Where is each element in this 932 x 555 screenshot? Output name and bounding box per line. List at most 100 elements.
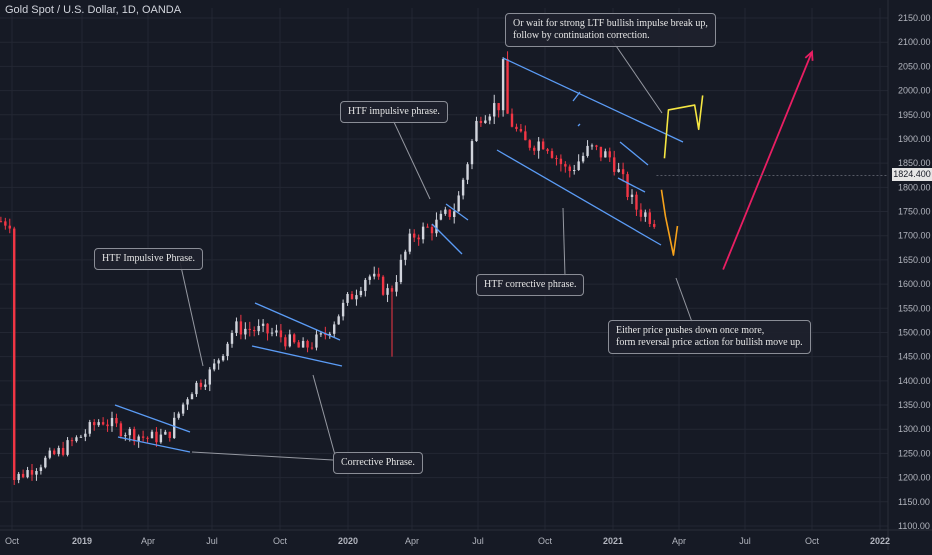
candle-body [199, 382, 203, 387]
last-price-tag: 1824.400 [892, 168, 932, 181]
y-tick-label: 1450.00 [898, 352, 931, 362]
annotation-text-line1: Or wait for strong LTF bullish impulse b… [513, 18, 708, 29]
candle-body [13, 228, 16, 480]
candle-body [208, 369, 211, 385]
annotation-corrective[interactable]: Corrective Phrase. [333, 452, 423, 474]
candle-body [488, 116, 491, 121]
candle-body [413, 233, 416, 238]
annotation-pointers [179, 39, 693, 461]
annotation-htf-corrective[interactable]: HTF corrective phrase. [476, 274, 585, 296]
candle-body [599, 146, 603, 158]
candle-body [106, 424, 109, 427]
candle-body [430, 227, 434, 234]
candle-body [266, 323, 269, 334]
trendline[interactable] [431, 223, 463, 255]
candle-body [315, 334, 318, 348]
y-tick-label: 1300.00 [898, 424, 931, 434]
trendline[interactable] [577, 123, 581, 127]
y-tick-label: 1900.00 [898, 134, 931, 144]
trendline[interactable] [114, 404, 191, 433]
trendline[interactable] [496, 149, 662, 246]
trendline[interactable] [502, 57, 684, 143]
candle-body [17, 473, 20, 480]
candle-body [301, 340, 305, 348]
y-tick-label: 1850.00 [898, 158, 931, 168]
annotation-pointer [675, 277, 693, 323]
candle-body [88, 422, 91, 434]
candle-body [466, 164, 469, 180]
annotation-text: Corrective Phrase. [341, 457, 415, 468]
annotation-text: HTF Impulsive Phrase. [102, 253, 196, 264]
candle-body [639, 209, 643, 217]
x-tick-label: Jul [206, 536, 218, 546]
candle-body [310, 347, 314, 349]
trendline[interactable] [445, 203, 469, 221]
candle-body [390, 288, 394, 292]
y-tick-label: 1600.00 [898, 279, 931, 289]
candle-body [253, 329, 256, 332]
trendline[interactable] [572, 91, 581, 102]
y-tick-label: 2050.00 [898, 61, 931, 71]
candle-body [137, 436, 140, 442]
candle-body [546, 149, 549, 152]
annotation-text: HTF corrective phrase. [484, 279, 577, 290]
y-tick-label: 1100.00 [898, 521, 930, 531]
annotation-pointer [562, 207, 566, 277]
candle-body [426, 226, 429, 228]
candle-body [159, 434, 163, 443]
candle-body [373, 273, 376, 277]
candle-body [26, 470, 29, 478]
candle-body [177, 413, 180, 418]
candle-body [346, 293, 349, 303]
trendline[interactable] [619, 141, 649, 166]
annotation-htf-impulsive-2[interactable]: HTF impulsive phrase. [340, 101, 448, 123]
candle-body [461, 179, 465, 196]
candle-body [79, 436, 83, 438]
candle-body [306, 340, 309, 348]
trendline[interactable] [117, 436, 191, 453]
candle-body [57, 447, 60, 455]
annotation-wait-breakup[interactable]: Or wait for strong LTF bullish impulse b… [505, 13, 716, 47]
candle-body [577, 161, 580, 171]
candle-body [408, 233, 411, 252]
candle-body [479, 120, 483, 123]
candle-body [21, 473, 25, 478]
trendline[interactable] [617, 177, 646, 193]
y-tick-label: 1250.00 [898, 448, 931, 458]
trendline[interactable] [251, 345, 343, 367]
candle-body [319, 333, 323, 335]
symbol-title: Gold Spot / U.S. Dollar, 1D, OANDA [5, 4, 182, 16]
candle-body [555, 157, 558, 159]
candle-body [559, 158, 563, 165]
candle-body [359, 290, 363, 296]
candle-body [61, 447, 65, 455]
x-tick-label: 2020 [338, 536, 358, 546]
candle-body [626, 174, 629, 198]
candle-body [341, 302, 345, 317]
candle-body [399, 259, 403, 283]
candle-body [648, 212, 651, 224]
candle-body [484, 120, 487, 123]
candle-body [550, 151, 554, 158]
candle-body [164, 431, 167, 435]
candle-body [221, 355, 225, 361]
candle-body [133, 429, 136, 442]
candle-body [644, 212, 647, 217]
candle-body [630, 194, 634, 198]
annotation-htf-impulsive-1[interactable]: HTF Impulsive Phrase. [94, 248, 204, 270]
candle-body [635, 194, 638, 210]
candle-body [653, 223, 656, 227]
candle-body [470, 141, 474, 165]
x-tick-label: Oct [538, 536, 553, 546]
y-tick-label: 1650.00 [898, 255, 931, 265]
candle-body [350, 293, 354, 300]
candle-body [141, 436, 145, 438]
candle-body [510, 113, 514, 127]
trendline[interactable] [254, 302, 341, 341]
candle-body [604, 151, 607, 158]
candle-body [66, 440, 69, 455]
candle-body [35, 471, 38, 475]
annotation-either-price[interactable]: Either price pushes down once more, form… [608, 320, 811, 354]
